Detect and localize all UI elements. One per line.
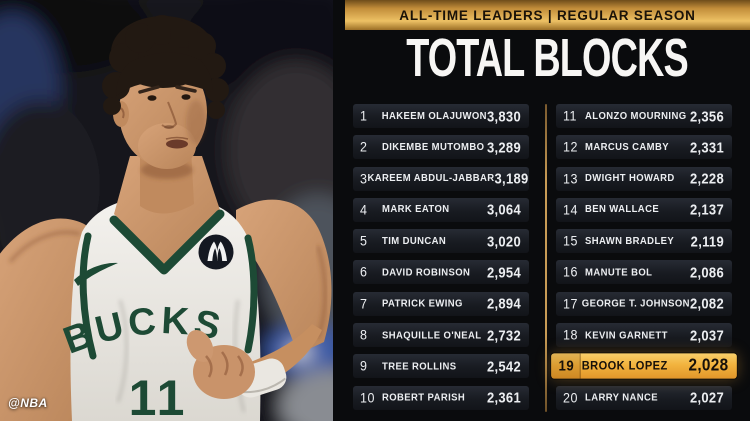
blocks-value: 3,830: [486, 107, 521, 125]
rank-number: 7: [360, 295, 368, 312]
jersey-number: 11: [129, 370, 188, 421]
player-name: GEORGE T. JOHNSON: [581, 297, 690, 310]
rank-number: 3: [360, 170, 368, 187]
leader-row: 1 HAKEEM OLAJUWON 3,830: [353, 104, 529, 128]
panel-title: TOTAL BLOCKS: [406, 28, 690, 89]
leader-row: 8 SHAQUILLE O'NEAL 2,732: [353, 323, 529, 348]
leaders-column-1: 1 HAKEEM OLAJUWON 3,830 2 DIKEMBE MUTOMBO 3,2…: [353, 104, 529, 421]
blocks-value: 3,289: [486, 138, 521, 156]
rank-number: 16: [563, 264, 578, 281]
leader-row: 14 BEN WALLACE 2,137: [556, 197, 732, 222]
leader-row: 6 DAVID ROBINSON 2,954: [353, 260, 529, 285]
leader-row: 11 ALONZO MOURNING 2,356: [556, 104, 732, 128]
blocks-value: 2,331: [689, 138, 724, 156]
panel-kicker: ALL-TIME LEADERS | REGULAR SEASON: [345, 0, 750, 30]
blocks-value: 2,037: [689, 326, 724, 344]
blocks-value: 2,894: [486, 295, 521, 313]
player-name: PATRICK EWING: [382, 297, 463, 310]
column-divider: [545, 104, 547, 412]
leader-row: 10 ROBERT PARISH 2,361: [353, 385, 529, 410]
leaders-list: 1 HAKEEM OLAJUWON 3,830 2 DIKEMBE MUTOMBO 3,2…: [345, 88, 750, 421]
panel-titlebar: TOTAL BLOCKS: [345, 28, 750, 89]
blocks-value: 2,027: [689, 389, 724, 407]
player-name: SHAQUILLE O'NEAL: [382, 329, 482, 342]
blocks-value: 3,064: [486, 201, 521, 219]
rank-number: 10: [360, 389, 375, 406]
rank-number: 1: [360, 108, 368, 124]
player-face: [138, 85, 197, 149]
leader-row: 2 DIKEMBE MUTOMBO 3,289: [353, 135, 529, 160]
nike-swoosh-icon: [74, 262, 118, 286]
leader-row: 7 PATRICK EWING 2,894: [353, 291, 529, 316]
rank-number: 6: [360, 264, 368, 281]
leader-row: 3 KAREEM ABDUL-JABBAR 3,189: [353, 166, 529, 191]
rank-number: 17: [563, 295, 578, 312]
player-name: KAREEM ABDUL-JABBAR: [367, 172, 495, 185]
rank-number: 5: [360, 233, 368, 250]
player-hair: [102, 15, 229, 119]
blocks-value: 2,086: [689, 264, 724, 281]
blocks-value: 2,361: [486, 389, 521, 407]
player-name: ROBERT PARISH: [382, 391, 466, 404]
leader-row: 15 SHAWN BRADLEY 2,119: [556, 229, 732, 254]
player-name: BEN WALLACE: [585, 203, 660, 216]
blocks-value: 2,732: [486, 326, 521, 344]
rank-number: 20: [563, 389, 578, 406]
blocks-value: 2,356: [689, 107, 724, 125]
player-fist: [186, 324, 322, 399]
blocks-value: 2,954: [486, 264, 521, 281]
leaders-panel: ALL-TIME LEADERS | REGULAR SEASON TOTAL …: [333, 0, 750, 421]
player-name: DIKEMBE MUTOMBO: [382, 141, 485, 154]
blocks-value: 2,119: [690, 232, 724, 250]
leader-row: 12 MARCUS CAMBY 2,331: [556, 135, 732, 160]
blocks-value: 2,228: [689, 170, 724, 187]
leader-row: 20 LARRY NANCE 2,027: [556, 385, 732, 410]
player-name: BROOK LOPEZ: [581, 359, 668, 374]
rank-number: 12: [563, 139, 578, 156]
rank-number: 9: [360, 358, 368, 375]
rank-number: 4: [360, 202, 368, 218]
player-name: HAKEEM OLAJUWON: [381, 109, 487, 123]
player-name: MARK EATON: [382, 203, 450, 216]
nba-watermark: @NBA: [8, 396, 48, 410]
player-photo: BUCKS 11: [0, 0, 333, 421]
leader-row: 16 MANUTE BOL 2,086: [556, 260, 732, 285]
player-name: KEVIN GARNETT: [585, 329, 668, 342]
leader-row: 18 KEVIN GARNETT 2,037: [556, 323, 732, 348]
player-name: DWIGHT HOWARD: [585, 172, 675, 185]
player-name: SHAWN BRADLEY: [585, 235, 675, 248]
motorola-logo-icon: [198, 234, 234, 270]
player-name: LARRY NANCE: [585, 391, 659, 404]
blocks-value: 2,028: [688, 356, 729, 376]
player-head: [102, 15, 229, 214]
blocks-value: 2,082: [689, 295, 724, 313]
player-name: DAVID ROBINSON: [382, 266, 471, 279]
leaders-column-2: 11 ALONZO MOURNING 2,356 12 MARCUS CAMBY 2,33…: [551, 104, 737, 421]
rank-number: 11: [563, 108, 577, 124]
rank-number: 14: [563, 202, 578, 218]
leader-row: 17 GEORGE T. JOHNSON 2,082: [556, 291, 732, 316]
blocks-value: 3,020: [486, 232, 521, 250]
blocks-value: 2,542: [486, 357, 521, 375]
leader-row: 9 TREE ROLLINS 2,542: [353, 354, 529, 379]
player-name: TIM DUNCAN: [382, 235, 447, 248]
rank-number: 15: [563, 233, 578, 250]
blocks-value: 3,189: [494, 170, 529, 187]
player-name: MARCUS CAMBY: [585, 141, 669, 154]
leader-row: 4 MARK EATON 3,064: [353, 197, 529, 222]
player-photo-illustration: BUCKS 11: [0, 0, 333, 421]
rank-number: 18: [563, 327, 578, 343]
player-name: TREE ROLLINS: [382, 360, 457, 373]
player-name: MANUTE BOL: [585, 266, 653, 279]
leader-row-highlighted: 19 BROOK LOPEZ 2,028: [551, 353, 737, 380]
leader-row: 5 TIM DUNCAN 3,020: [353, 229, 529, 254]
blocks-value: 2,137: [689, 201, 724, 219]
rank-number: 2: [360, 139, 368, 156]
leader-row: 13 DWIGHT HOWARD 2,228: [556, 166, 732, 191]
player-name: ALONZO MOURNING: [585, 109, 687, 123]
rank-number: 13: [563, 170, 578, 187]
rank-number: 19: [558, 358, 575, 375]
rank-number: 8: [360, 327, 368, 343]
